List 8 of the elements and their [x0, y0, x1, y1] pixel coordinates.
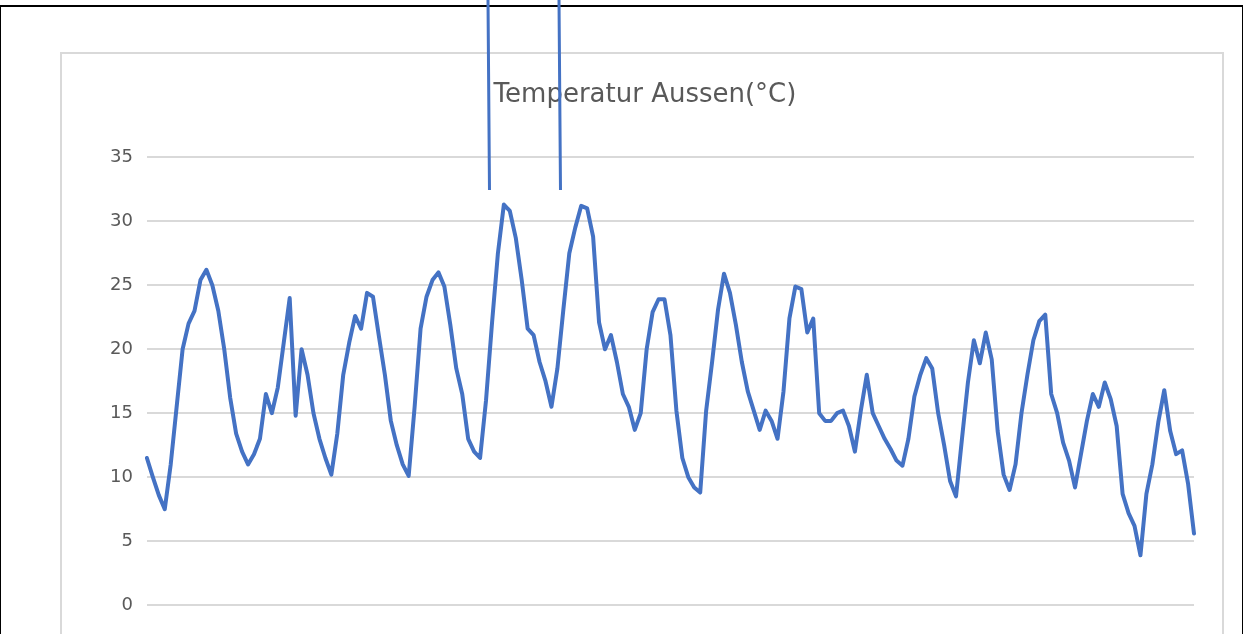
y-tick-label: 5 [121, 528, 133, 550]
y-tick-label: 20 [110, 336, 133, 358]
y-tick-label: 35 [110, 144, 133, 166]
y-tick-label: 10 [110, 464, 133, 486]
y-tick-label: 25 [110, 272, 133, 294]
y-tick-label: 30 [110, 208, 133, 230]
y-tick-label: 0 [121, 592, 133, 614]
y-tick-label: 15 [110, 400, 133, 422]
